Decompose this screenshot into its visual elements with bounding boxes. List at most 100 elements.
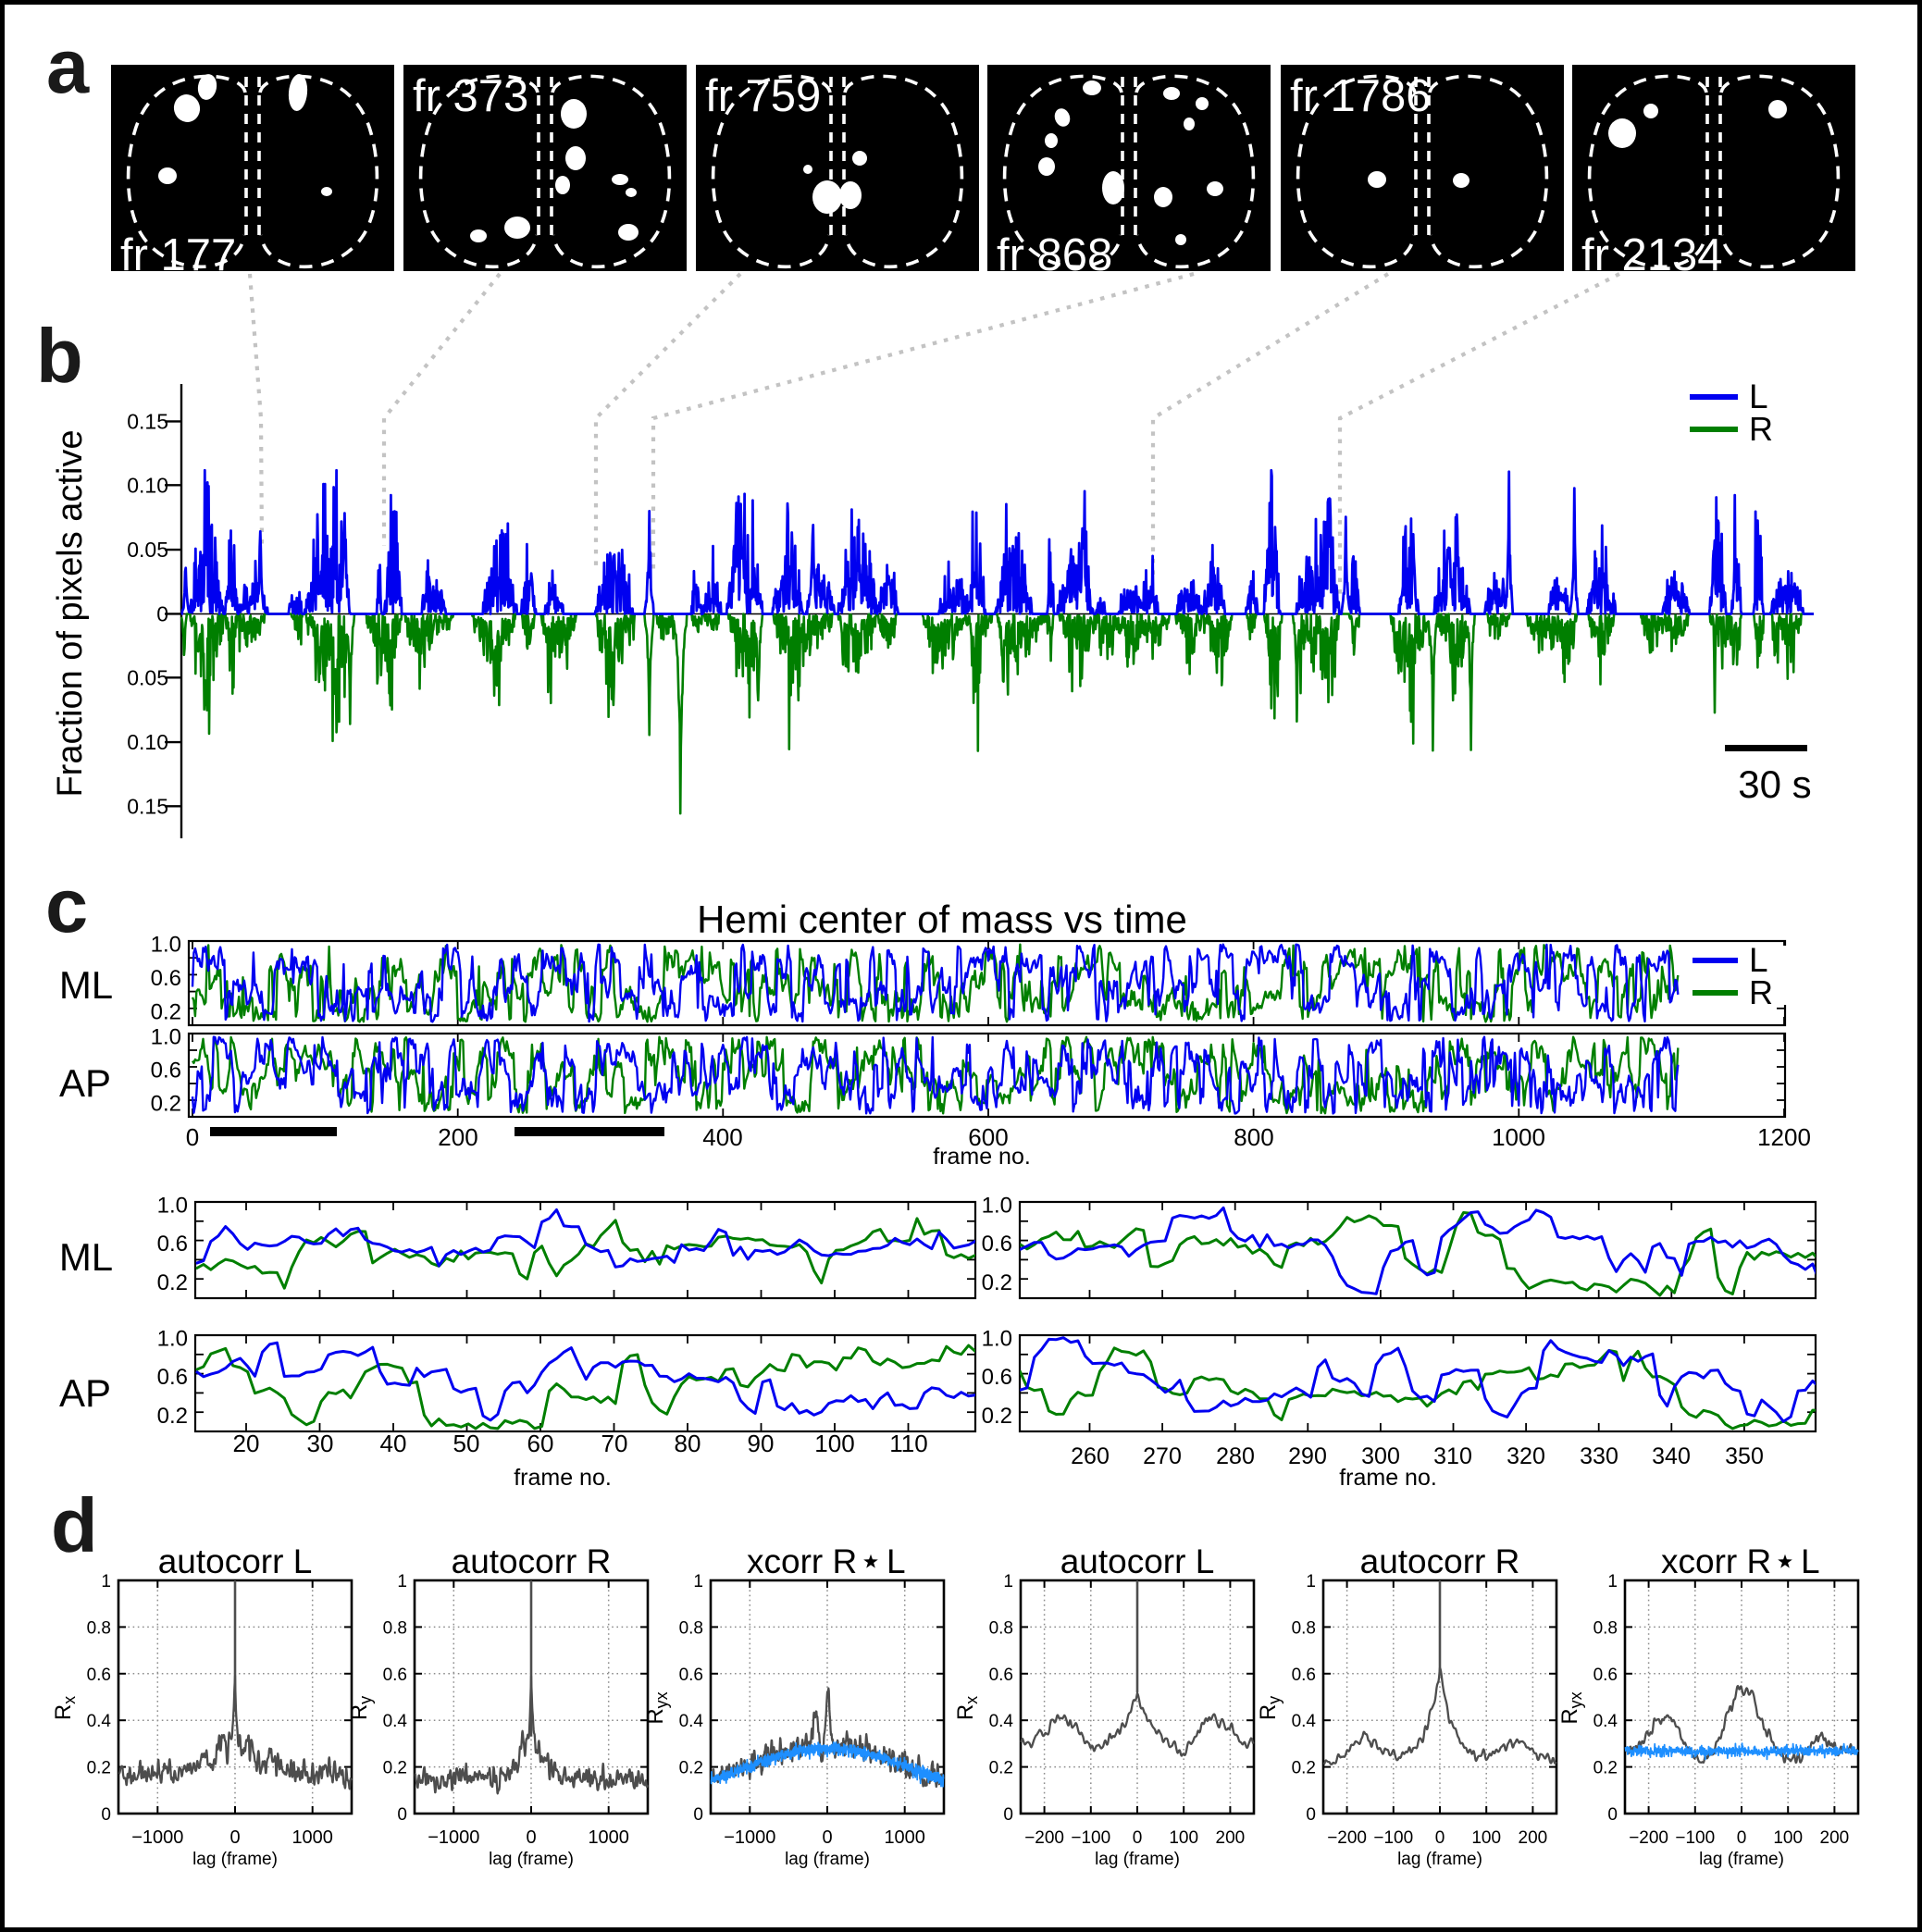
svg-text:0: 0: [1306, 1805, 1316, 1825]
svg-text:0.6: 0.6: [151, 966, 181, 991]
svg-text:0.4: 0.4: [1593, 1712, 1618, 1731]
svg-text:lag (frame): lag (frame): [192, 1850, 278, 1869]
svg-text:1: 1: [693, 1572, 703, 1591]
svg-text:0.8: 0.8: [1292, 1618, 1316, 1638]
svg-text:0.2: 0.2: [982, 1404, 1012, 1429]
svg-text:fr 373: fr 373: [413, 71, 528, 121]
svg-text:0.2: 0.2: [1593, 1759, 1618, 1778]
svg-text:−100: −100: [1071, 1828, 1110, 1848]
svg-text:260: 260: [1071, 1443, 1110, 1469]
svg-text:autocorr L: autocorr L: [1060, 1542, 1215, 1580]
svg-text:100: 100: [1471, 1828, 1501, 1848]
svg-text:600: 600: [968, 1123, 1008, 1151]
svg-text:200: 200: [1820, 1828, 1850, 1848]
svg-text:xcorr R: xcorr R: [747, 1542, 857, 1580]
svg-text:−100: −100: [1373, 1828, 1413, 1848]
svg-text:0.10: 0.10: [127, 730, 168, 754]
svg-text:1: 1: [1306, 1572, 1316, 1591]
svg-text:fr 759: fr 759: [705, 71, 821, 121]
svg-text:1: 1: [397, 1572, 407, 1591]
svg-text:Rx: Rx: [953, 1696, 981, 1720]
svg-text:1000: 1000: [1492, 1123, 1545, 1151]
svg-text:L: L: [1749, 378, 1768, 415]
svg-text:1.0: 1.0: [151, 1025, 181, 1050]
svg-text:frame no.: frame no.: [933, 1144, 1031, 1170]
svg-text:0: 0: [1435, 1828, 1445, 1848]
svg-text:0.6: 0.6: [989, 1666, 1013, 1685]
svg-text:30: 30: [307, 1430, 334, 1457]
svg-text:0.15: 0.15: [127, 794, 168, 818]
svg-text:−200: −200: [1629, 1828, 1668, 1848]
svg-text:autocorr R: autocorr R: [452, 1542, 612, 1580]
svg-text:0.8: 0.8: [87, 1618, 111, 1638]
svg-text:xcorr R: xcorr R: [1661, 1542, 1771, 1580]
svg-text:50: 50: [453, 1430, 480, 1457]
svg-text:0.10: 0.10: [127, 473, 168, 497]
svg-text:0.05: 0.05: [127, 665, 168, 689]
svg-text:AP: AP: [59, 1061, 111, 1105]
svg-text:0.8: 0.8: [1593, 1618, 1618, 1638]
svg-text:lag (frame): lag (frame): [1095, 1850, 1180, 1869]
svg-text:1: 1: [1003, 1572, 1013, 1591]
svg-text:100: 100: [1773, 1828, 1803, 1848]
svg-text:0.4: 0.4: [679, 1712, 704, 1731]
svg-text:0.6: 0.6: [982, 1232, 1012, 1257]
svg-text:340: 340: [1652, 1443, 1691, 1469]
svg-text:0.2: 0.2: [157, 1404, 188, 1429]
svg-text:1.0: 1.0: [157, 1194, 188, 1219]
svg-text:Hemi center of mass vs time: Hemi center of mass vs time: [697, 898, 1187, 941]
svg-text:100: 100: [814, 1430, 854, 1457]
svg-text:1000: 1000: [884, 1827, 925, 1848]
svg-text:R: R: [1749, 973, 1773, 1011]
svg-text:350: 350: [1725, 1443, 1764, 1469]
svg-text:lag (frame): lag (frame): [1699, 1850, 1784, 1869]
svg-text:0: 0: [186, 1123, 199, 1151]
svg-text:0: 0: [693, 1805, 703, 1825]
svg-text:−200: −200: [1024, 1828, 1064, 1848]
svg-text:0.2: 0.2: [151, 999, 181, 1024]
svg-text:−1000: −1000: [428, 1827, 479, 1848]
svg-text:lag (frame): lag (frame): [1397, 1850, 1482, 1869]
svg-text:0.4: 0.4: [989, 1712, 1014, 1731]
svg-text:0.8: 0.8: [383, 1618, 407, 1638]
svg-text:90: 90: [748, 1430, 775, 1457]
svg-text:0.05: 0.05: [127, 538, 168, 562]
svg-text:fr 868: fr 868: [997, 230, 1112, 280]
svg-text:1.0: 1.0: [157, 1327, 188, 1352]
svg-text:0.6: 0.6: [151, 1059, 181, 1084]
svg-text:0.6: 0.6: [383, 1666, 407, 1685]
svg-text:0.6: 0.6: [1292, 1666, 1316, 1685]
svg-text:−1000: −1000: [131, 1827, 183, 1848]
svg-text:L: L: [1801, 1542, 1820, 1580]
svg-text:autocorr R: autocorr R: [1360, 1542, 1520, 1580]
svg-text:0.4: 0.4: [1292, 1712, 1317, 1731]
svg-text:ML: ML: [59, 963, 113, 1007]
svg-text:40: 40: [380, 1430, 407, 1457]
svg-text:0.6: 0.6: [157, 1232, 188, 1257]
svg-text:0.4: 0.4: [87, 1712, 112, 1731]
svg-text:d: d: [51, 1482, 98, 1568]
svg-text:frame no.: frame no.: [1339, 1465, 1437, 1491]
svg-text:fr 2134: fr 2134: [1581, 230, 1723, 280]
svg-text:1: 1: [1607, 1572, 1618, 1591]
svg-text:L: L: [1749, 941, 1768, 979]
svg-text:0.2: 0.2: [1292, 1759, 1316, 1778]
svg-text:autocorr L: autocorr L: [158, 1542, 313, 1580]
svg-text:110: 110: [889, 1430, 927, 1457]
svg-text:0.6: 0.6: [679, 1666, 703, 1685]
svg-text:Fraction of pixels active: Fraction of pixels active: [51, 429, 90, 797]
svg-text:R: R: [1749, 410, 1773, 448]
svg-text:0.6: 0.6: [1593, 1666, 1618, 1685]
svg-text:frame no.: frame no.: [514, 1465, 612, 1491]
svg-text:400: 400: [702, 1123, 742, 1151]
svg-text:b: b: [36, 313, 83, 399]
svg-text:800: 800: [1234, 1123, 1273, 1151]
svg-text:80: 80: [675, 1430, 701, 1457]
svg-text:1: 1: [101, 1572, 111, 1591]
svg-text:0.8: 0.8: [679, 1618, 703, 1638]
svg-text:60: 60: [527, 1430, 554, 1457]
svg-text:1000: 1000: [588, 1827, 629, 1848]
svg-text:320: 320: [1507, 1443, 1545, 1469]
svg-text:0: 0: [1003, 1805, 1013, 1825]
svg-text:0: 0: [822, 1827, 832, 1848]
